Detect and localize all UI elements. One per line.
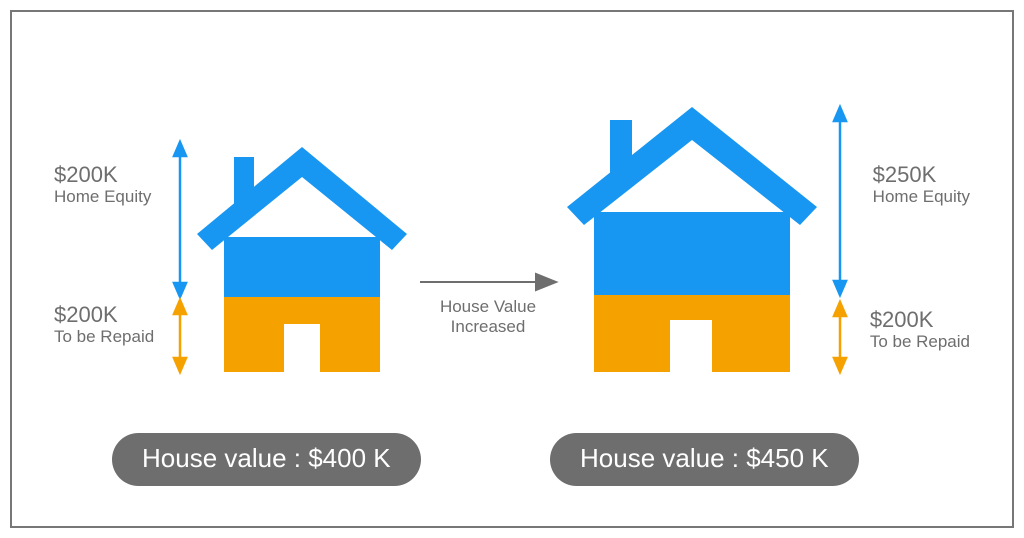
left-door-icon <box>284 324 320 372</box>
left-equity-arrow-icon <box>174 142 186 297</box>
right-roof-icon <box>567 107 817 225</box>
center-text-line2: Increased <box>451 317 526 336</box>
left-house-equity-body <box>224 237 380 297</box>
right-chimney-icon <box>610 120 632 180</box>
right-door-icon <box>670 320 712 372</box>
houses-svg: House Value Increased <box>12 12 1016 530</box>
right-equity-arrow-icon <box>834 107 846 295</box>
center-arrow-icon <box>420 274 556 290</box>
infographic-frame: $200K Home Equity $200K To be Repaid $25… <box>10 10 1014 528</box>
center-text-line1: House Value <box>440 297 536 316</box>
left-chimney-icon <box>234 157 254 212</box>
right-repaid-arrow-icon <box>834 302 846 372</box>
left-repaid-arrow-icon <box>174 300 186 372</box>
right-house-equity-body <box>594 212 790 295</box>
left-roof-icon <box>197 147 407 250</box>
